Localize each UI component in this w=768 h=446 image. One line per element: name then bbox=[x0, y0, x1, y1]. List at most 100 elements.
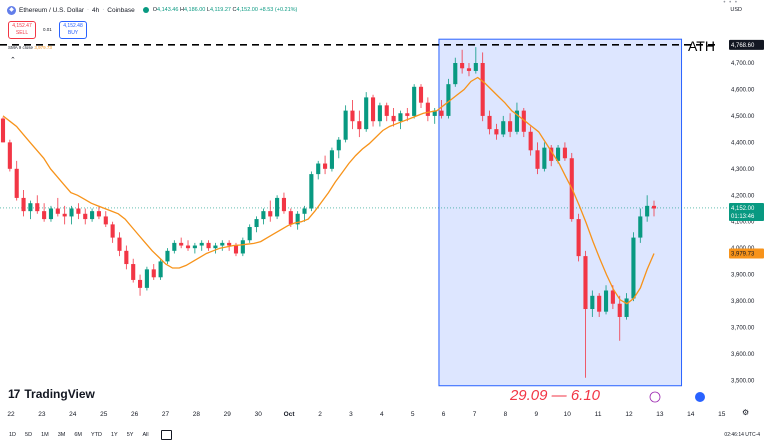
candle-body bbox=[487, 115, 492, 130]
candle-body bbox=[117, 237, 122, 251]
candle-body bbox=[418, 86, 424, 103]
y-tick-label: 4,500.00 bbox=[731, 114, 755, 120]
candle-body bbox=[172, 242, 177, 251]
buy-label: BUY bbox=[67, 30, 79, 36]
candle-body bbox=[35, 203, 40, 212]
candle-body bbox=[556, 147, 561, 161]
candle-body bbox=[357, 121, 362, 130]
range-button-5d[interactable]: 5D bbox=[25, 432, 33, 438]
x-tick-label: 24 bbox=[69, 411, 77, 418]
clock[interactable]: 02:46:14 UTC-4 bbox=[724, 432, 760, 438]
candle-body bbox=[254, 219, 259, 228]
candle-body bbox=[549, 147, 554, 161]
candle-body bbox=[275, 197, 280, 217]
chart-header: ◆ Ethereum / U.S. Dollar · 4h · Coinbase… bbox=[0, 0, 768, 20]
candle-body bbox=[377, 105, 382, 122]
collapse-chevron-icon[interactable]: ⌃ bbox=[10, 57, 16, 64]
gear-icon[interactable]: ⚙ bbox=[742, 408, 750, 417]
date-range-annotation: 29.09 — 6.10 bbox=[509, 387, 601, 404]
candle-body bbox=[494, 129, 499, 135]
x-tick-label: 23 bbox=[38, 411, 46, 418]
candle-body bbox=[14, 168, 19, 198]
x-tick-label: 29 bbox=[224, 411, 232, 418]
x-tick-label: 13 bbox=[656, 411, 664, 418]
more-dots-icon[interactable]: • • • bbox=[723, 0, 738, 6]
candle-body bbox=[597, 295, 602, 312]
y-tick-label: 3,900.00 bbox=[731, 273, 755, 279]
buy-price: 4,152.48 bbox=[63, 23, 83, 29]
candle-body bbox=[185, 245, 191, 249]
ethereum-icon: ◆ bbox=[7, 5, 16, 15]
y-tick-label: 4,600.00 bbox=[731, 87, 755, 93]
range-bar: 1D 5D 1M 3M 6M YTD 1Y 5Y All 02:46:14 UTC-4 bbox=[0, 424, 768, 446]
range-button-3m[interactable]: 3M bbox=[57, 432, 66, 438]
candle-body bbox=[124, 250, 129, 265]
candle-body bbox=[638, 216, 643, 238]
tradingview-mark-icon: 17 bbox=[8, 387, 20, 401]
candle-body bbox=[501, 121, 506, 135]
candle-body bbox=[0, 118, 6, 143]
candle-body bbox=[446, 84, 451, 116]
spread: 0.01 bbox=[43, 27, 52, 32]
x-tick-label: 28 bbox=[193, 411, 201, 418]
candle-body bbox=[21, 197, 26, 212]
x-tick-label: 5 bbox=[411, 411, 415, 418]
range-button-ytd[interactable]: YTD bbox=[90, 432, 102, 438]
candle-body bbox=[610, 290, 615, 304]
candle-body bbox=[227, 242, 232, 246]
separator: · bbox=[87, 7, 90, 13]
range-button-5y[interactable]: 5Y bbox=[126, 432, 134, 438]
sma-line bbox=[2, 76, 655, 305]
candle-body bbox=[199, 242, 204, 246]
candle-body bbox=[576, 219, 581, 257]
candle-body bbox=[7, 142, 12, 169]
symbol-title[interactable]: Ethereum / U.S. Dollar bbox=[19, 6, 85, 14]
candle-body bbox=[432, 110, 437, 116]
range-button-1m[interactable]: 1M bbox=[41, 432, 49, 438]
candle-body bbox=[336, 139, 341, 151]
indicator-params: 9 close bbox=[18, 45, 34, 50]
x-tick-label: 2 bbox=[318, 411, 322, 418]
currency-label[interactable]: USD bbox=[730, 7, 742, 13]
candle-body bbox=[288, 211, 293, 225]
candle-body bbox=[350, 110, 355, 122]
range-button-all[interactable]: All bbox=[142, 432, 149, 438]
candle-body bbox=[473, 63, 478, 71]
current-price-tag-text: 4,152.00 bbox=[731, 206, 755, 212]
candle-body bbox=[247, 227, 252, 241]
candle-body bbox=[645, 205, 650, 217]
candle-body bbox=[165, 250, 170, 262]
candle-body bbox=[617, 303, 622, 317]
range-button-6m[interactable]: 6M bbox=[74, 432, 82, 438]
y-tick-label: 4,400.00 bbox=[731, 140, 755, 146]
x-tick-label: 14 bbox=[687, 411, 695, 418]
indicator-value: 3,979.73 bbox=[34, 45, 52, 50]
range-button-1d[interactable]: 1D bbox=[9, 432, 17, 438]
indicator-legend[interactable]: SMA 9 close 3,979.73 bbox=[8, 45, 52, 50]
candle-body bbox=[439, 110, 444, 116]
market-open-dot bbox=[142, 7, 149, 13]
x-tick-label: 15 bbox=[718, 411, 726, 418]
exchange: Coinbase bbox=[107, 6, 135, 14]
ath-label: ATH bbox=[688, 38, 715, 54]
interval[interactable]: 4h bbox=[92, 6, 100, 14]
candle-body bbox=[110, 224, 115, 238]
candle-body bbox=[96, 211, 101, 217]
range-button-1y[interactable]: 1Y bbox=[110, 432, 118, 438]
candle-body bbox=[323, 163, 328, 169]
candle-body bbox=[103, 216, 108, 225]
candle-body bbox=[329, 150, 334, 169]
calendar-icon[interactable] bbox=[160, 430, 172, 440]
y-tick-label: 4,700.00 bbox=[731, 61, 755, 67]
candle-body bbox=[398, 113, 403, 122]
ohlc-readout: O4,143.46 H4,186.00 L4,119.27 C4,152.00 … bbox=[152, 7, 298, 13]
candle-body bbox=[364, 97, 369, 130]
sell-price: 4,152.47 bbox=[12, 23, 32, 29]
buy-button[interactable]: 4,152.48 BUY bbox=[59, 21, 87, 39]
sell-button[interactable]: 4,152.47 SELL bbox=[8, 21, 36, 39]
candle-body bbox=[137, 279, 143, 288]
separator: · bbox=[102, 7, 105, 13]
candle-body bbox=[179, 242, 184, 246]
candle-body bbox=[466, 68, 472, 71]
